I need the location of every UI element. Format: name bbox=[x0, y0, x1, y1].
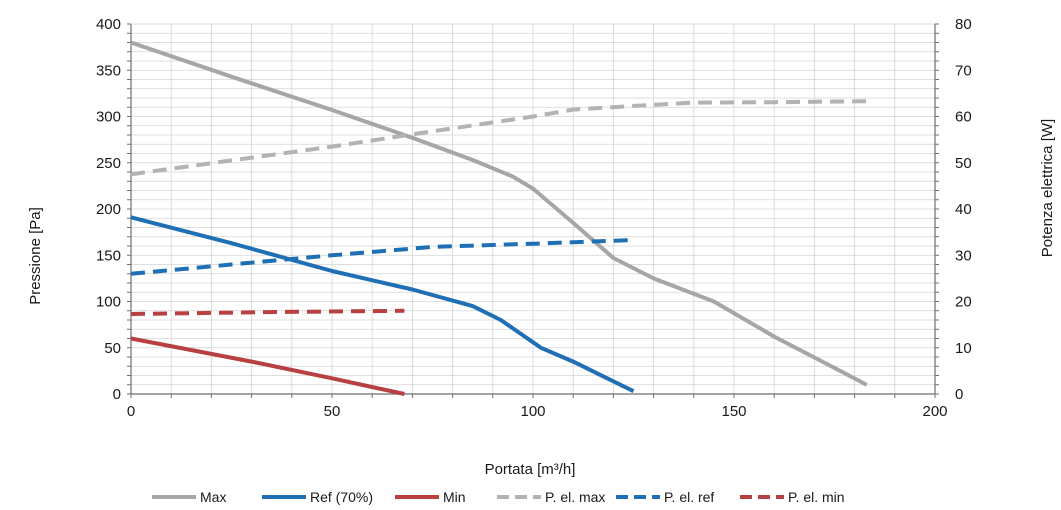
chart-gridlines bbox=[131, 24, 935, 394]
y2-tick-label: 70 bbox=[955, 62, 972, 79]
chart-series bbox=[130, 40, 868, 396]
x-tick-label: 100 bbox=[520, 403, 545, 420]
legend-ref-70-label: Ref (70%) bbox=[310, 489, 373, 505]
y2-tick-label: 60 bbox=[955, 109, 972, 126]
chart-axes bbox=[127, 23, 939, 398]
y-tick-label: 250 bbox=[96, 155, 121, 172]
y-axis-title: Pressione [Pa] bbox=[27, 207, 44, 305]
legend-p-el-max-label: P. el. max bbox=[545, 489, 605, 505]
x-tick-label: 50 bbox=[324, 403, 341, 420]
y2-tick-label: 50 bbox=[955, 155, 972, 172]
y-tick-label: 350 bbox=[96, 62, 121, 79]
series-max-line bbox=[130, 40, 868, 387]
y-tick-label: 300 bbox=[96, 109, 121, 126]
x-axis-title: Portata [m³/h] bbox=[485, 461, 576, 478]
y2-axis-title: Potenza elettrica [W] bbox=[1039, 119, 1056, 257]
y-tick-label: 100 bbox=[96, 294, 121, 311]
series-min-line bbox=[130, 336, 405, 396]
legend-p-el-min-label: P. el. min bbox=[788, 489, 845, 505]
series-p-el-ref-line bbox=[130, 238, 634, 276]
legend-max-label: Max bbox=[200, 489, 226, 505]
legend-p-el-ref-label: P. el. ref bbox=[664, 489, 714, 505]
y2-tick-label: 0 bbox=[955, 386, 963, 403]
series-p-el-min-line bbox=[130, 308, 405, 316]
y2-tick-label: 40 bbox=[955, 201, 972, 218]
y-tick-label: 50 bbox=[104, 340, 121, 357]
y-tick-label: 200 bbox=[96, 201, 121, 218]
legend-min-label: Min bbox=[443, 489, 466, 505]
y-tick-label: 150 bbox=[96, 247, 121, 264]
y2-tick-label: 20 bbox=[955, 294, 972, 311]
x-tick-label: 200 bbox=[922, 403, 947, 420]
x-tick-label: 150 bbox=[721, 403, 746, 420]
y2-tick-label: 10 bbox=[955, 340, 972, 357]
y-tick-label: 0 bbox=[113, 386, 121, 403]
series-p-el-max-line bbox=[130, 99, 867, 177]
y-tick-label: 400 bbox=[96, 16, 121, 33]
series-ref-70-line bbox=[130, 215, 635, 393]
y2-tick-label: 30 bbox=[955, 247, 972, 264]
x-tick-label: 0 bbox=[127, 403, 135, 420]
chart-legend: Max Ref (70%) Min P. el. max P. el. ref P. el… bbox=[152, 489, 845, 505]
chart-tick-labels: 0 50 100 150 200 250 300 350 400 0 10 20 30 40 50 60 70 8… bbox=[96, 16, 972, 420]
y2-tick-label: 80 bbox=[955, 16, 972, 33]
